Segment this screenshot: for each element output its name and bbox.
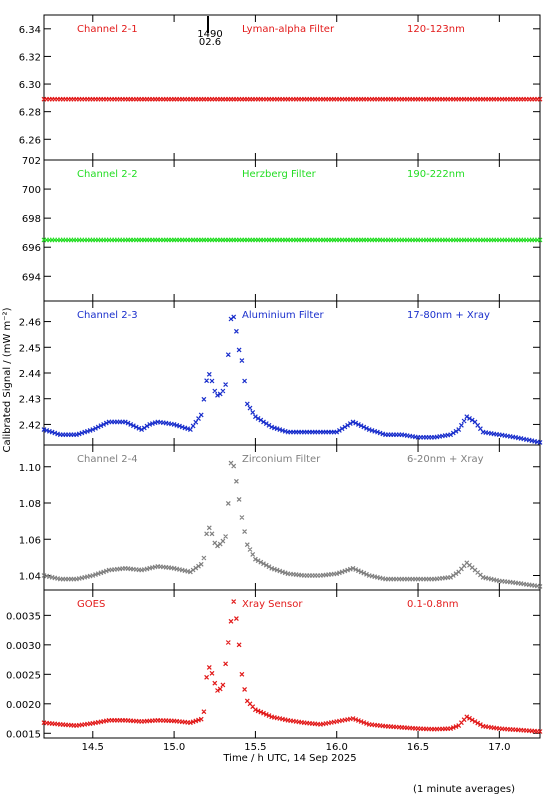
panels-group: 6.26 6.28 6.30 6.32 6.34 Channel 2-1 Lyman-alp… [6,14,543,753]
x-tick-label: 16.5 [407,742,429,753]
y-tick-label: 6.34 [19,25,41,36]
x-tick-label: 15.0 [163,742,185,753]
y-tick-label: 6.28 [19,108,41,119]
y-tick-label: 0.0025 [6,670,41,681]
filter-label: Lyman-alpha Filter [242,24,335,35]
y-tick-label: 2.44 [19,369,41,380]
averaging-note: (1 minute averages) [413,784,515,795]
y-tick-label: 696 [22,243,41,254]
channel-label: Channel 2-3 [77,310,138,321]
filter-label: Herzberg Filter [242,169,317,180]
data-series-points [41,460,543,589]
data-series-points [41,599,543,734]
y-tick-label: 0.0030 [6,641,41,652]
y-tick-label: 1.10 [19,463,41,474]
y-axis-title: Calibrated Signal / (mW m⁻²) [2,307,13,452]
channel-label: Channel 2-4 [77,454,138,465]
plot-frame [43,159,541,302]
y-tick-label: 2.45 [19,343,41,354]
x-tick-label: 17.0 [488,742,510,753]
time-marker-label: 1490 [197,29,222,40]
panel-ch2-1: 6.26 6.28 6.30 6.32 6.34 Channel 2-1 Lyman-alp… [19,14,543,161]
band-label: 190-222nm [407,169,465,180]
y-tick-label: 2.43 [19,395,41,406]
band-label: 17-80nm + Xray [407,310,490,321]
y-tick-label: 0.0020 [6,700,41,711]
data-series-points [41,237,543,243]
band-label: 0.1-0.8nm [407,599,459,610]
filter-label: Xray Sensor [242,599,303,610]
y-tick-label: 694 [22,272,41,283]
filter-label: Zirconium Filter [242,454,321,465]
y-tick-label: 2.46 [19,318,41,329]
y-tick-label: 0.0015 [6,729,41,740]
band-label: 120-123nm [407,24,465,35]
filter-label: Aluminium Filter [242,310,325,321]
channel-label: Channel 2-1 [77,24,138,35]
panel-goes: 0.0015 0.0020 0.0025 0.0030 0.0035 14.5 15.0 15… [6,589,543,753]
channel-label: GOES [77,599,105,610]
plot-frame [43,14,541,161]
x-tick-label: 14.5 [82,742,104,753]
time-marker-sublabel: 02.6 [199,37,221,48]
y-tick-label: 1.08 [19,499,41,510]
y-tick-label: 700 [22,185,41,196]
y-tick-label: 2.42 [19,420,41,431]
y-tick-label: 1.06 [19,535,41,546]
y-tick-label: 6.30 [19,80,41,91]
y-tick-label: 1.04 [19,572,41,583]
data-series-points [41,96,543,102]
y-tick-label: 6.32 [19,52,41,63]
x-axis-title: Time / h UTC, 14 Sep 2025 [222,753,356,764]
y-tick-label: 702 [22,156,41,167]
plot-frame [43,589,541,739]
x-tick-label: 16.0 [326,742,348,753]
y-tick-label: 698 [22,214,41,225]
channel-label: Channel 2-2 [77,169,138,180]
panel-ch2-2: 694 696 698 700 702 Channel 2-2 Herzberg Filte… [22,156,543,302]
data-series-points [41,314,543,445]
y-tick-label: 0.0035 [6,611,41,622]
x-tick-label: 15.5 [244,742,266,753]
band-label: 6-20nm + Xray [407,454,484,465]
panel-ch2-4: 1.04 1.06 1.08 1.10 Channel 2-4 Zirconium Fil… [19,444,543,591]
panel-ch2-3: 2.42 2.43 2.44 2.45 2.46 Channel 2-3 Aluminium… [19,300,543,446]
y-tick-label: 6.26 [19,135,41,146]
